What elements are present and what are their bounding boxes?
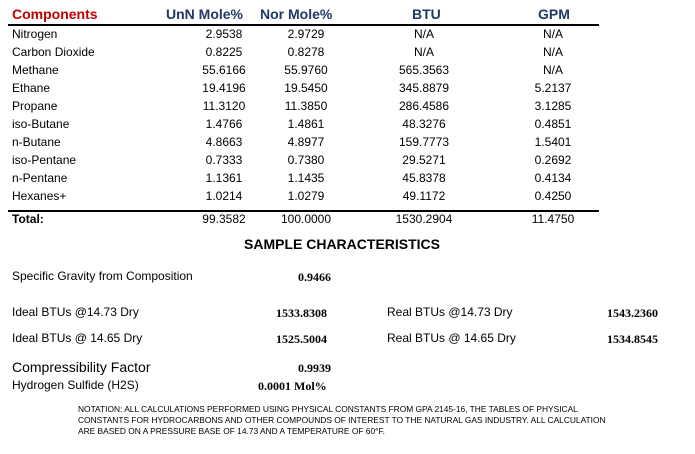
header-nor-mole: Nor Mole% [260,6,333,22]
gpm-value: N/A [542,63,563,77]
gpm-value: 5.2137 [534,81,572,95]
unn-mole-value: 4.8663 [205,135,243,149]
table-row: Carbon Dioxide 0.8225 0.8278 N/A N/A [0,43,695,61]
total-divider [8,210,599,212]
unn-mole-value: 0.8225 [205,45,243,59]
total-label: Total: [12,212,44,226]
nor-mole-value: 2.9729 [287,27,325,41]
gpm-value: 0.4134 [534,171,572,185]
nor-mole-value: 11.3850 [284,99,328,113]
component-name: iso-Pentane [12,153,77,167]
ideal-1473-value: 1533.8308 [276,306,327,320]
nor-mole-value: 19.5450 [284,81,328,95]
component-name: Ethane [12,81,51,95]
component-name: n-Pentane [12,171,68,185]
unn-mole-value: 19.4196 [202,81,246,95]
real-1473-value: 1543.2360 [607,306,658,320]
gpm-value: N/A [542,27,563,41]
nor-mole-value: 0.7380 [287,153,325,167]
total-gpm: 11.4750 [531,212,575,226]
gpm-value: 3.1285 [534,99,572,113]
nor-mole-value: 55.9760 [284,63,328,77]
gpm-value: 0.2692 [534,153,572,167]
table-row: n-Butane 4.8663 4.8977 159.7773 1.5401 [0,133,695,151]
real-1465-value: 1534.8545 [607,332,658,346]
nor-mole-value: 1.0279 [287,189,325,203]
component-name: iso-Butane [12,117,70,131]
gpm-value: 0.4851 [534,117,572,131]
btu-value: N/A [413,45,434,59]
compressibility-value: 0.9939 [298,361,331,375]
unn-mole-value: 1.1361 [205,171,243,185]
unn-mole-value: 1.4766 [205,117,243,131]
gpm-value: 0.4250 [534,189,572,203]
table-row: iso-Butane 1.4766 1.4861 48.3276 0.4851 [0,115,695,133]
h2s-value: 0.0001 Mol% [258,379,327,393]
unn-mole-value: 0.7333 [205,153,243,167]
btu-value: 565.3563 [398,63,450,77]
ideal-1473-label: Ideal BTUs @14.73 Dry [12,305,139,319]
section-title: SAMPLE CHARACTERISTICS [244,236,441,252]
table-row: Ethane 19.4196 19.5450 345.8879 5.2137 [0,79,695,97]
total-nor: 100.0000 [280,212,332,226]
btu-value: 345.8879 [398,81,450,95]
nor-mole-value: 4.8977 [287,135,325,149]
btu-value: 286.4586 [398,99,450,113]
real-1473-label: Real BTUs @14.73 Dry [387,305,513,319]
component-name: Propane [12,99,58,113]
total-btu: 1530.2904 [395,212,453,226]
btu-value: 49.1172 [402,189,446,203]
header-btu: BTU [412,6,441,22]
table-row: n-Pentane 1.1361 1.1435 45.8378 0.4134 [0,169,695,187]
table-row: Nitrogen 2.9538 2.9729 N/A N/A [0,25,695,43]
notation-text: NOTATION: ALL CALCULATIONS PERFORMED USI… [78,404,606,436]
component-name: Nitrogen [12,27,58,41]
table-row: Methane 55.6166 55.9760 565.3563 N/A [0,61,695,79]
component-name: Methane [12,63,59,77]
total-unn: 99.3582 [202,212,246,226]
compressibility-label: Compressibility Factor [12,359,151,375]
header-unn-mole: UnN Mole% [166,6,243,22]
gpm-value: N/A [542,45,563,59]
specific-gravity-value: 0.9466 [298,270,331,284]
h2s-label: Hydrogen Sulfide (H2S) [12,378,139,392]
unn-mole-value: 2.9538 [205,27,243,41]
header-components: Components [12,6,98,22]
table-row: iso-Pentane 0.7333 0.7380 29.5271 0.2692 [0,151,695,169]
table-row: Hexanes+ 1.0214 1.0279 49.1172 0.4250 [0,187,695,205]
btu-value: 159.7773 [398,135,450,149]
component-name: Carbon Dioxide [12,45,95,59]
unn-mole-value: 55.6166 [202,63,246,77]
nor-mole-value: 1.1435 [287,171,325,185]
nor-mole-value: 0.8278 [287,45,325,59]
nor-mole-value: 1.4861 [287,117,325,131]
btu-value: 29.5271 [402,153,446,167]
ideal-1465-value: 1525.5004 [276,332,327,346]
component-name: n-Butane [12,135,61,149]
btu-value: 48.3276 [402,117,446,131]
component-name: Hexanes+ [12,189,67,203]
btu-value: 45.8378 [402,171,446,185]
table-row: Propane 11.3120 11.3850 286.4586 3.1285 [0,97,695,115]
ideal-1465-label: Ideal BTUs @ 14.65 Dry [12,331,143,345]
total-row: Total: 99.3582 100.0000 1530.2904 11.475… [0,210,695,228]
btu-value: N/A [413,27,434,41]
header-divider [8,24,599,26]
header-gpm: GPM [538,6,570,22]
specific-gravity-label: Specific Gravity from Composition [12,269,193,283]
real-1465-label: Real BTUs @ 14.65 Dry [387,331,516,345]
unn-mole-value: 11.3120 [202,99,246,113]
unn-mole-value: 1.0214 [205,189,243,203]
gpm-value: 1.5401 [534,135,572,149]
